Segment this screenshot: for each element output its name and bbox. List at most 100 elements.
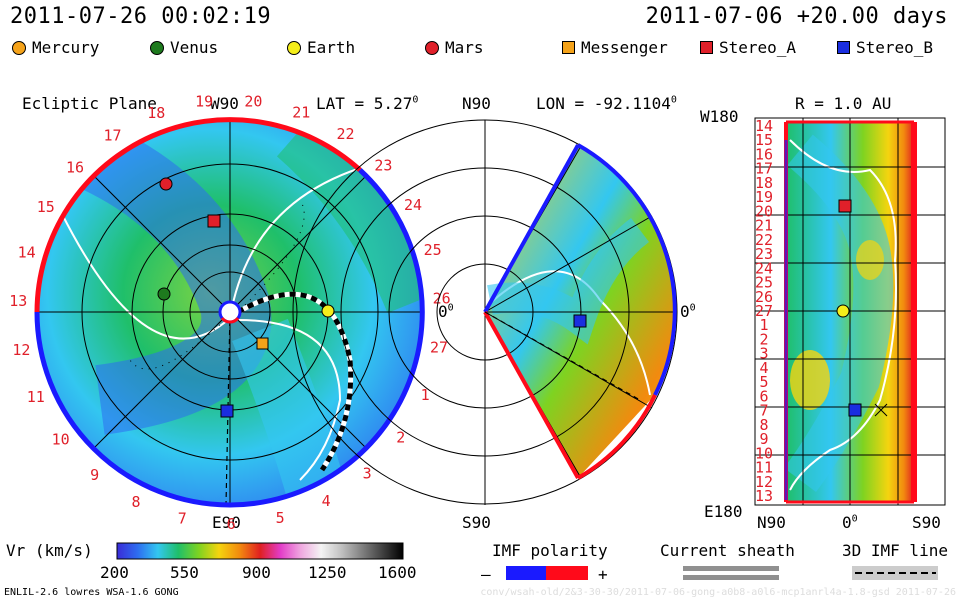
legend-venus: Venus xyxy=(150,38,218,57)
rotation-number: 19 xyxy=(195,93,213,111)
n90-label: N90 xyxy=(462,94,491,113)
rotation-number: 12 xyxy=(12,341,30,359)
left-zero-label: 00 xyxy=(438,302,454,321)
stereo-a-square-icon xyxy=(700,41,713,54)
ecliptic-title: Ecliptic Plane xyxy=(22,94,157,113)
vr-tick-550: 550 xyxy=(170,563,199,582)
venus-dot-icon xyxy=(150,40,164,55)
carrington-ring-numbers: 19 20212223242526271234567891011121314151… xyxy=(9,92,450,533)
right-rotation-number: 9 xyxy=(759,430,768,448)
legend-label: Stereo_B xyxy=(856,38,934,57)
right-rotation-number: 16 xyxy=(755,146,773,164)
rotation-number: 10 xyxy=(52,431,70,449)
rotation-number: 1 xyxy=(421,386,430,404)
rotation-number: 8 xyxy=(131,493,140,511)
rotation-number: 5 xyxy=(276,509,285,527)
rotation-number: 9 xyxy=(90,466,99,484)
stereo-b-marker-mid xyxy=(573,314,587,328)
right-rotation-number: 10 xyxy=(755,444,773,462)
right-xlabel-degree: 0 xyxy=(851,513,858,525)
left-zero-value: 0 xyxy=(438,302,448,321)
right-rotation-number: 8 xyxy=(759,416,768,434)
current-sheath-line-2 xyxy=(683,575,779,580)
middle-zero-value: 0 xyxy=(680,302,690,321)
stereo-b-marker-right xyxy=(848,403,862,417)
vr-tick-1600: 1600 xyxy=(378,563,417,582)
rotation-number: 17 xyxy=(103,127,121,145)
model-version-label: ENLIL-2.6 lowres WSA-1.6 GONG xyxy=(4,587,179,598)
rotation-number: 16 xyxy=(66,158,84,176)
right-rotation-number: 6 xyxy=(759,387,768,405)
earth-marker xyxy=(321,304,335,318)
rotation-number: 13 xyxy=(9,292,27,310)
rotation-number: 3 xyxy=(363,465,372,483)
rotation-number: 4 xyxy=(322,492,331,510)
middle-zero-degree: 0 xyxy=(689,302,696,314)
right-xlabel-s90: S90 xyxy=(912,513,941,532)
rotation-number: 18 xyxy=(147,104,165,122)
run-id-label: conv/wsah-old/2&3-30-30/2011-07-06-gong-… xyxy=(480,587,956,598)
right-rotation-number: 22 xyxy=(755,231,773,249)
right-rotation-number: 3 xyxy=(759,345,768,363)
right-rotation-number: 24 xyxy=(755,259,773,277)
imf-line-title: 3D IMF line xyxy=(842,541,948,560)
mercury-dot-icon xyxy=(12,40,26,55)
legend-stereo-b: Stereo_B xyxy=(837,38,933,57)
right-rotation-number: 5 xyxy=(759,373,768,391)
e90-label: E90 xyxy=(212,513,241,532)
right-rotation-number: 14 xyxy=(755,117,773,135)
legend-messenger: Messenger xyxy=(562,38,668,57)
right-rotation-number: 15 xyxy=(755,131,773,149)
current-sheath-line-1 xyxy=(683,566,779,571)
lat-label: LAT = 5.270 xyxy=(316,94,418,113)
right-rotation-number: 13 xyxy=(755,487,773,505)
mars-dot-icon xyxy=(425,40,439,55)
middle-zero-label: 00 xyxy=(680,302,696,321)
right-rotation-number: 12 xyxy=(755,473,773,491)
legend-label: Mercury xyxy=(32,38,100,57)
earth-dot-icon xyxy=(287,40,301,55)
imf-minus: – xyxy=(481,565,491,584)
imf-negative-swatch xyxy=(506,566,546,580)
vr-colorbar xyxy=(116,542,404,560)
e180-label: E180 xyxy=(704,502,743,521)
vr-title: Vr (km/s) xyxy=(6,541,93,560)
messenger-square-icon xyxy=(562,41,575,54)
rotation-number: 11 xyxy=(27,388,45,406)
stereo-a-marker xyxy=(207,214,221,228)
vr-tick-200: 200 xyxy=(100,563,129,582)
s90-label: S90 xyxy=(462,513,491,532)
stereo-b-marker xyxy=(220,404,234,418)
right-rotation-number: 1 xyxy=(759,316,768,334)
vr-tick-1250: 1250 xyxy=(308,563,347,582)
right-rotation-number: 7 xyxy=(759,402,768,420)
rotation-number: 21 xyxy=(292,103,310,121)
datetime-label: 2011-07-26 00:02:19 xyxy=(10,4,272,29)
right-rotation-number: 20 xyxy=(755,202,773,220)
meridional-plane xyxy=(292,119,678,505)
rotation-number: 27 xyxy=(430,339,448,357)
legend-label: Messenger xyxy=(581,38,668,57)
lat-degree: 0 xyxy=(412,94,419,106)
rotation-number: 15 xyxy=(37,198,55,216)
legend-stereo-a: Stereo_A xyxy=(700,38,796,57)
rotation-number: 20 xyxy=(244,92,262,110)
rotation-number: 22 xyxy=(336,125,354,143)
forecast-label: 2011-07-06 +20.00 days xyxy=(645,4,948,29)
rotation-number: 14 xyxy=(18,243,36,261)
legend-earth: Earth xyxy=(287,38,355,57)
messenger-marker xyxy=(256,337,269,350)
right-xlabel-zero: 00 xyxy=(842,513,858,532)
vr-tick-900: 900 xyxy=(242,563,271,582)
earth-marker-right xyxy=(836,304,850,318)
rotation-number: 25 xyxy=(424,241,442,259)
legend-label: Venus xyxy=(170,38,219,57)
stereo-a-marker-right xyxy=(838,199,852,213)
imf-positive-swatch xyxy=(546,566,588,580)
imf-polarity-title: IMF polarity xyxy=(492,541,608,560)
current-sheath-title: Current sheath xyxy=(660,541,795,560)
right-rotation-number: 19 xyxy=(755,188,773,206)
legend-mars: Mars xyxy=(425,38,484,57)
right-rotation-number: 23 xyxy=(755,245,773,263)
